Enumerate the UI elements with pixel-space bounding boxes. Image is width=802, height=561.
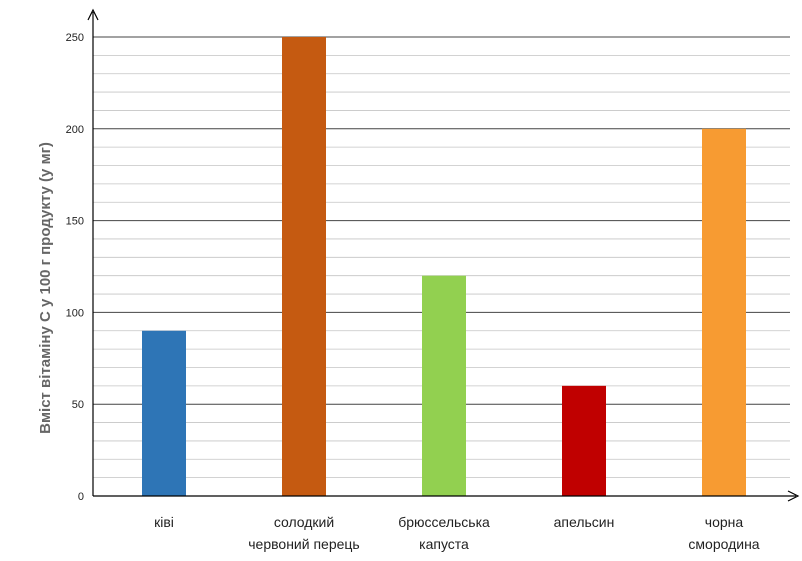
y-tick-label: 250 [66, 32, 84, 44]
bar [702, 128, 746, 497]
axes [87, 8, 800, 502]
y-tick-label: 50 [72, 399, 84, 411]
grid [93, 36, 790, 479]
y-tick-label: 100 [66, 307, 84, 319]
x-tick-label: чорна [705, 514, 744, 530]
bar [562, 385, 606, 496]
x-tick-label: смородина [688, 536, 759, 552]
x-axis-arrow [787, 490, 800, 502]
x-tick-label: капуста [419, 536, 469, 552]
x-tick-label: брюссельська [398, 514, 490, 530]
category-labels: ківі солодкий червоний перець брюссельська к… [154, 514, 760, 552]
y-axis-arrow [87, 8, 99, 21]
bars [142, 37, 746, 497]
x-tick-label: солодкий [274, 514, 334, 530]
bar [422, 275, 466, 496]
y-tick-label: 150 [66, 216, 84, 228]
y-axis-label: Вміст вітаміну С у 100 г продукту (у мг) [37, 142, 54, 434]
y-tick-labels: 0 50 100 150 200 250 [66, 32, 84, 503]
bar [142, 330, 186, 496]
y-tick-label: 0 [78, 491, 84, 503]
y-tick-label: 200 [66, 124, 84, 136]
x-tick-label: червоний перець [248, 536, 359, 552]
x-tick-label: ківі [154, 514, 174, 530]
x-tick-label: апельсин [554, 514, 615, 530]
bar [282, 37, 326, 496]
